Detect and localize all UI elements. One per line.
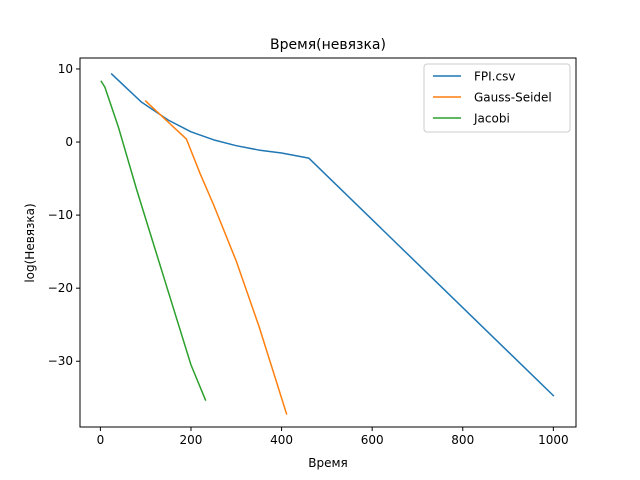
plot-frame [79,57,577,428]
y-tick-label: −20 [48,281,73,295]
legend: FPI.csv Gauss-Seidel Jacobi [423,63,571,133]
y-axis-label: log(Невязка) [23,203,37,282]
x-tick-label: 200 [180,433,203,447]
x-axis-label: Время [308,456,348,470]
y-tick-label: 10 [58,62,73,76]
x-tick-label: 800 [451,433,474,447]
legend-label-0: FPI.csv [474,70,515,84]
y-axis: 10 0 −10 −20 −30 [48,62,80,368]
x-tick-label: 600 [361,433,384,447]
series-line-2 [100,80,207,401]
y-tick-label: −30 [48,354,73,368]
y-tick-label: −10 [48,208,73,222]
series-line-1 [144,100,288,415]
legend-label-1: Gauss-Seidel [474,91,552,105]
chart-title: Время(невязка) [270,37,386,53]
legend-label-2: Jacobi [473,112,510,126]
y-tick-label: 0 [65,135,73,149]
x-tick-label: 1000 [538,433,569,447]
x-tick-label: 0 [97,433,105,447]
x-axis: 0 200 400 600 800 1000 [97,427,569,447]
series-line-0 [110,73,555,397]
legend-box [423,63,571,133]
plot-lines [100,73,555,415]
x-tick-label: 400 [270,433,293,447]
